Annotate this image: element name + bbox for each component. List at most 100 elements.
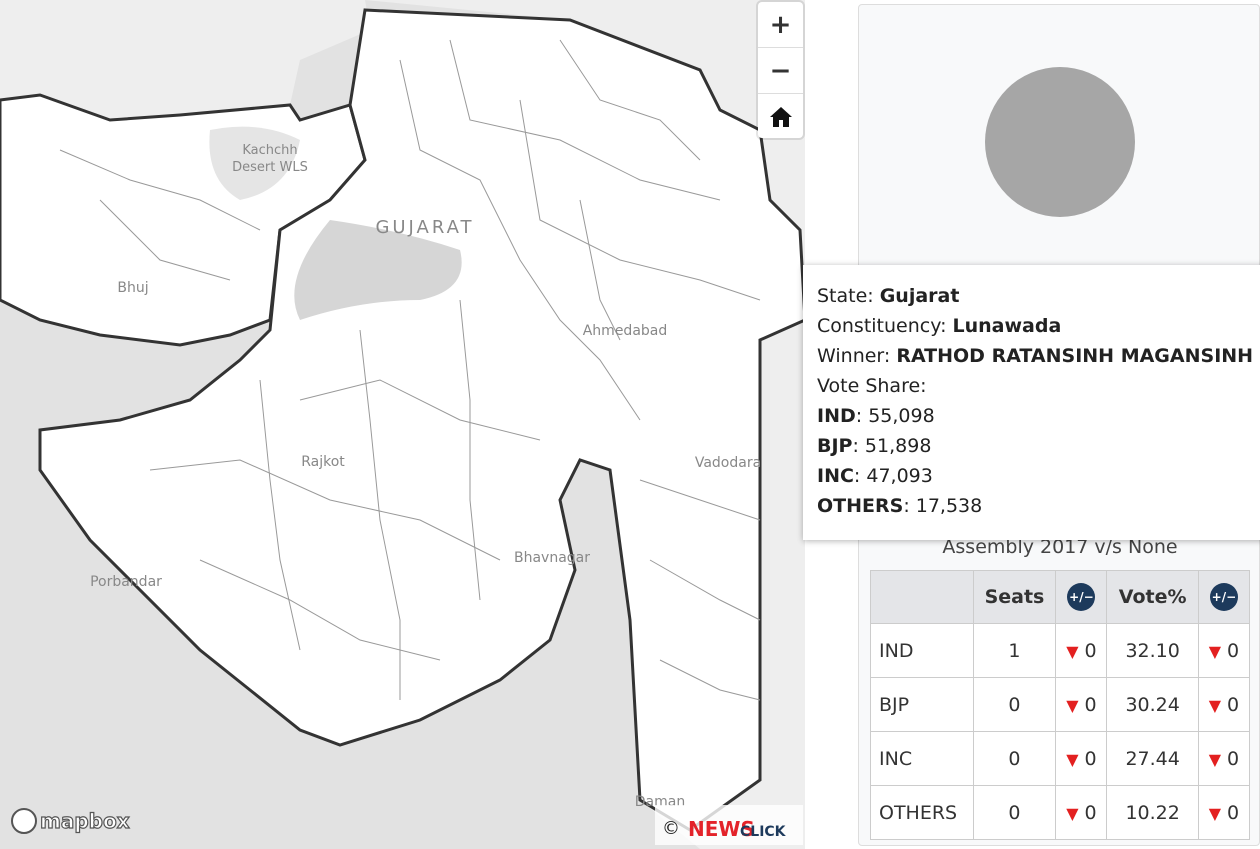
header-cell: Seats bbox=[972, 570, 1057, 624]
tooltip-label: Winner: bbox=[817, 345, 891, 367]
place-label: Porbandar bbox=[90, 574, 162, 590]
tooltip-value: Lunawada bbox=[952, 315, 1062, 337]
vote-count: : 51,898 bbox=[852, 435, 932, 457]
down-arrow: ▼ bbox=[1066, 749, 1079, 769]
table-cell: ▼ 0 bbox=[1197, 785, 1251, 840]
zoom-in[interactable]: + bbox=[758, 2, 803, 48]
results-table: Seats +/− Vote% +/− IND 1 ▼ 0 32.10 ▼ 0 BJP 0 ▼ 0 30.24… bbox=[870, 570, 1251, 840]
cell-text: 32.10 bbox=[1125, 639, 1180, 662]
table-cell: BJP bbox=[870, 677, 974, 732]
table-cell: 10.22 bbox=[1106, 785, 1199, 840]
cell-text: 0 bbox=[1084, 639, 1097, 662]
table-cell: 0 bbox=[972, 731, 1057, 786]
tooltip: State: Gujarat Constituency: Lunawada Winner… bbox=[803, 265, 1260, 540]
down-arrow: ▼ bbox=[1066, 803, 1079, 823]
place-label: Bhavnagar bbox=[514, 550, 590, 566]
place-label: GUJARAT bbox=[375, 217, 474, 238]
vote-line: INC: 47,093 bbox=[817, 461, 1259, 491]
brand-click: CLICK bbox=[740, 824, 787, 840]
vote-share-title: Vote Share: bbox=[817, 375, 927, 397]
vote-line: BJP: 51,898 bbox=[817, 431, 1259, 461]
table-row: INC 0 ▼ 0 27.44 ▼ 0 bbox=[870, 731, 1251, 786]
party-name: INC bbox=[817, 465, 854, 487]
party-name: BJP bbox=[817, 435, 853, 457]
cell-text: OTHERS bbox=[879, 801, 958, 824]
cell-text: 0 bbox=[1084, 801, 1097, 824]
down-arrow: ▼ bbox=[1208, 803, 1222, 823]
mapbox-logo: mapbox bbox=[11, 808, 130, 834]
cell-text: 0 bbox=[1084, 693, 1097, 716]
neighbour-land bbox=[0, 0, 370, 120]
cell-text: 0 bbox=[1227, 639, 1240, 662]
place-label: Kachchh bbox=[242, 143, 297, 158]
place-label: Ahmedabad bbox=[583, 323, 668, 339]
brand-bg bbox=[655, 805, 803, 845]
tooltip-value: Gujarat bbox=[879, 285, 960, 307]
toggle[interactable]: +/− bbox=[1209, 583, 1238, 611]
table-row: OTHERS 0 ▼ 0 10.22 ▼ 0 bbox=[870, 785, 1251, 840]
table-row: BJP 0 ▼ 0 30.24 ▼ 0 bbox=[870, 677, 1251, 732]
cell-text: 0 bbox=[1008, 801, 1021, 824]
down-arrow: ▼ bbox=[1208, 695, 1222, 715]
table-cell: ▼ 0 bbox=[1197, 677, 1251, 732]
table-cell: 1 bbox=[972, 623, 1057, 678]
table-cell: ▼ 0 bbox=[1055, 623, 1108, 678]
copyright: © bbox=[662, 818, 680, 839]
vote-count: : 55,098 bbox=[855, 405, 935, 427]
place-label: Bhuj bbox=[117, 280, 148, 296]
rann bbox=[294, 220, 462, 320]
tooltip-value: RATHOD RATANSINH MAGANSINH bbox=[896, 345, 1254, 367]
table-cell: INC bbox=[870, 731, 974, 786]
home-icon bbox=[769, 106, 792, 127]
table-cell: ▼ 0 bbox=[1055, 785, 1108, 840]
tooltip-label: Constituency: bbox=[817, 315, 947, 337]
party-name: IND bbox=[817, 405, 856, 427]
tooltip-label: State: bbox=[817, 285, 874, 307]
cell-text: 0 bbox=[1008, 747, 1021, 770]
cell-text: 0 bbox=[1227, 747, 1240, 770]
home-button[interactable] bbox=[758, 94, 803, 139]
desert bbox=[209, 126, 300, 200]
place-label: Vadodara bbox=[695, 455, 761, 471]
vote-line: IND: 55,098 bbox=[817, 401, 1259, 431]
table-cell: 32.10 bbox=[1106, 623, 1199, 678]
table-cell: ▼ 0 bbox=[1055, 677, 1108, 732]
tooltip-line: Winner: RATHOD RATANSINH MAGANSINH bbox=[817, 341, 1259, 371]
down-arrow: ▼ bbox=[1066, 641, 1079, 661]
table-cell: 0 bbox=[972, 677, 1057, 732]
pie-placeholder bbox=[985, 67, 1135, 217]
table-cell: 0 bbox=[972, 785, 1057, 840]
header-cell: Vote% bbox=[1106, 570, 1199, 624]
cell-text: 0 bbox=[1084, 747, 1097, 770]
cell-text: 0 bbox=[1227, 801, 1240, 824]
tooltip-line: State: Gujarat bbox=[817, 281, 1259, 311]
map-controls: + − bbox=[758, 2, 803, 138]
place-label: Desert WLS bbox=[232, 160, 308, 175]
cell-text: 27.44 bbox=[1125, 747, 1180, 770]
zoom-out[interactable]: − bbox=[758, 48, 803, 94]
attribution: mapbox bbox=[40, 809, 130, 833]
map-labels: Kachchh Desert WLS GUJARAT Bhuj Ahmedaba… bbox=[90, 143, 761, 810]
place-label: Rajkot bbox=[301, 454, 345, 470]
cell-text: 1 bbox=[1008, 639, 1021, 662]
vote-count: : 17,538 bbox=[903, 495, 983, 517]
cell-text: IND bbox=[879, 639, 914, 662]
cell-text: 10.22 bbox=[1125, 801, 1180, 824]
gujarat-mainland bbox=[38, 8, 805, 832]
toggle[interactable]: +/− bbox=[1067, 583, 1096, 611]
panel-subtitle: Assembly 2017 v/s None bbox=[942, 536, 1178, 558]
table-cell: ▼ 0 bbox=[1055, 731, 1108, 786]
cell-text: BJP bbox=[879, 693, 910, 716]
header-cell: +/− bbox=[1055, 570, 1108, 624]
header-text: Seats bbox=[984, 586, 1045, 608]
table-cell: 27.44 bbox=[1106, 731, 1199, 786]
vote-count: : 47,093 bbox=[853, 465, 933, 487]
header-cell bbox=[870, 570, 974, 624]
table-cell: IND bbox=[870, 623, 974, 678]
table-cell: 30.24 bbox=[1106, 677, 1199, 732]
down-arrow: ▼ bbox=[1208, 749, 1222, 769]
down-arrow: ▼ bbox=[1208, 641, 1222, 661]
down-arrow: ▼ bbox=[1066, 695, 1079, 715]
map[interactable]: Kachchh Desert WLS GUJARAT Bhuj Ahmedaba… bbox=[0, 0, 805, 849]
